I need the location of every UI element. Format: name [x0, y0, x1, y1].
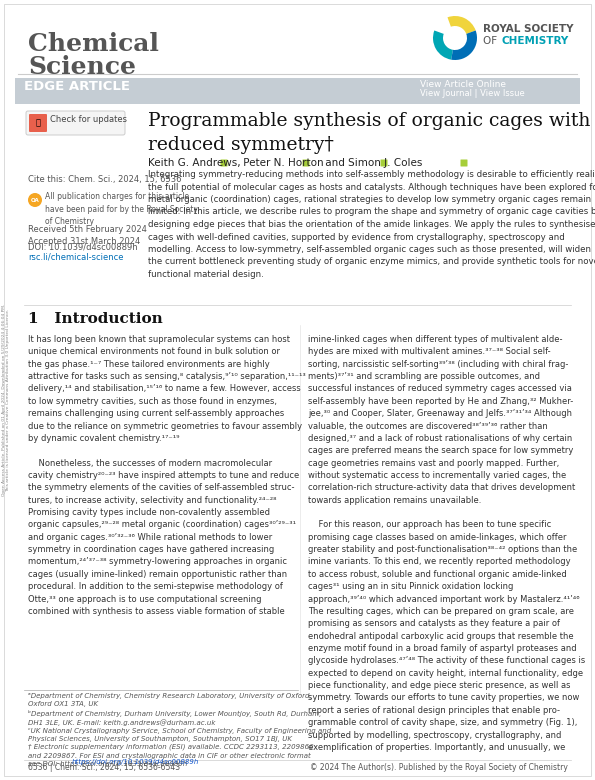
Text: Peter N. Horton: Peter N. Horton: [240, 158, 324, 168]
Text: and Simon J. Coles: and Simon J. Coles: [322, 158, 422, 168]
Text: https://doi.org/10.1039/d4sc00889h: https://doi.org/10.1039/d4sc00889h: [72, 759, 199, 764]
Text: DOI: 10.1039/d4sc00889h: DOI: 10.1039/d4sc00889h: [28, 243, 137, 252]
FancyBboxPatch shape: [26, 111, 125, 135]
Text: Received 5th February 2024
Accepted 31st March 2024: Received 5th February 2024 Accepted 31st…: [28, 225, 147, 246]
Text: All publication charges for this article
have been paid for by the Royal Society: All publication charges for this article…: [45, 192, 198, 226]
Text: It has long been known that supramolecular systems can host
unique chemical envi: It has long been known that supramolecul…: [28, 335, 306, 616]
Text: 🔄: 🔄: [36, 119, 40, 127]
FancyBboxPatch shape: [380, 159, 387, 166]
Wedge shape: [447, 16, 475, 34]
Text: OA: OA: [30, 197, 39, 203]
Text: 6536 | Chem. Sci., 2024, 15, 6536-6543: 6536 | Chem. Sci., 2024, 15, 6536-6543: [28, 763, 180, 772]
Wedge shape: [433, 30, 453, 59]
Text: CHEMISTRY: CHEMISTRY: [502, 36, 569, 46]
Text: EDGE ARTICLE: EDGE ARTICLE: [24, 80, 130, 93]
Text: Open Access Article. Published on 01 April 2024. Downloaded on 5/29/2024 4:06:04: Open Access Article. Published on 01 Apr…: [2, 304, 10, 496]
Text: ROYAL SOCIETY: ROYAL SOCIETY: [483, 24, 574, 34]
FancyBboxPatch shape: [302, 159, 309, 166]
Text: ᵃDepartment of Chemistry, Chemistry Research Laboratory, University of Oxford,
O: ᵃDepartment of Chemistry, Chemistry Rese…: [28, 693, 331, 767]
FancyBboxPatch shape: [461, 159, 468, 166]
FancyBboxPatch shape: [29, 114, 47, 132]
Text: Integrating symmetry-reducing methods into self-assembly methodology is desirabl: Integrating symmetry-reducing methods in…: [148, 170, 595, 279]
Text: View Article Online: View Article Online: [420, 80, 506, 89]
Text: © 2024 The Author(s). Published by the Royal Society of Chemistry: © 2024 The Author(s). Published by the R…: [310, 763, 568, 772]
Text: Programmable synthesis of organic cages with
reduced symmetry†: Programmable synthesis of organic cages …: [148, 112, 590, 154]
Text: OF: OF: [483, 36, 500, 46]
Text: View Journal | View Issue: View Journal | View Issue: [420, 89, 525, 98]
Text: Keith G. Andrews,: Keith G. Andrews,: [148, 158, 240, 168]
FancyBboxPatch shape: [221, 159, 227, 166]
Text: Chemical: Chemical: [28, 32, 159, 56]
Text: 1   Introduction: 1 Introduction: [28, 312, 163, 326]
Text: Science: Science: [28, 55, 136, 79]
FancyBboxPatch shape: [15, 78, 580, 104]
Text: imine-linked cages when different types of multivalent alde-
hydes are mixed wit: imine-linked cages when different types …: [308, 335, 585, 752]
Text: Check for updates: Check for updates: [50, 115, 127, 125]
Text: Cite this: Chem. Sci., 2024, 15, 6536: Cite this: Chem. Sci., 2024, 15, 6536: [28, 175, 181, 184]
Circle shape: [28, 193, 42, 207]
Wedge shape: [451, 30, 477, 60]
Text: rsc.li/chemical-science: rsc.li/chemical-science: [28, 253, 124, 262]
